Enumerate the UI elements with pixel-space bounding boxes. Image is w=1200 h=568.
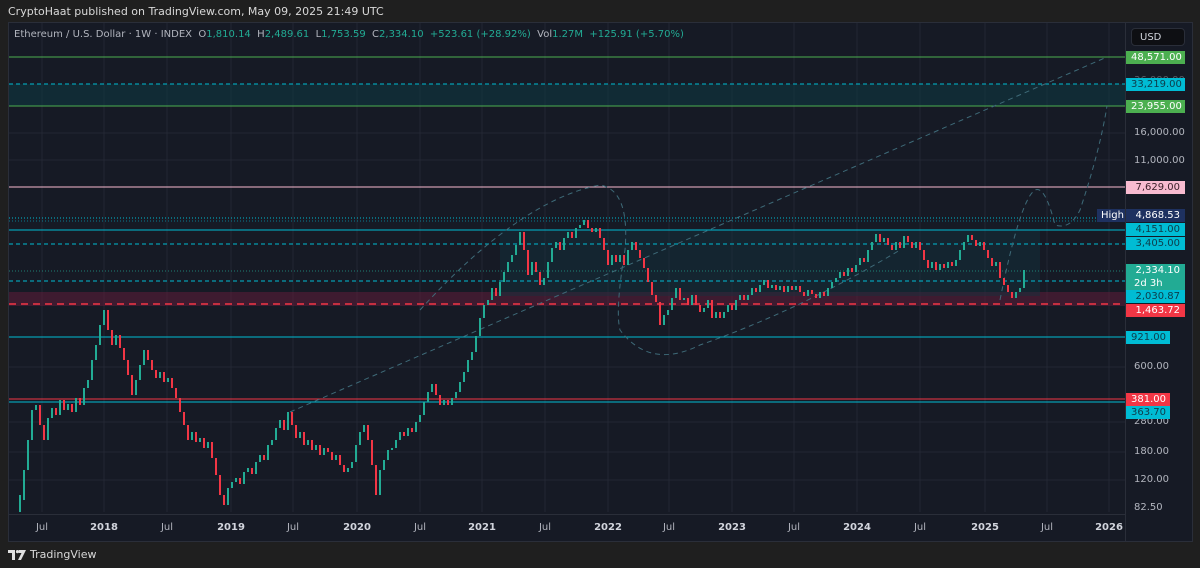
low-value: 1,753.59: [321, 29, 366, 40]
close-value: 2,334.10: [379, 29, 424, 40]
y-axis-label: 280.00: [1134, 416, 1169, 427]
bar-countdown: 2d 3h: [1126, 277, 1185, 290]
price-tag-1463: 1,463.72: [1126, 304, 1185, 317]
publish-line: CryptoHaat published on TradingView.com,…: [8, 5, 384, 18]
y-axis-label: 180.00: [1134, 446, 1169, 457]
price-tag-2030: 2,030.87: [1126, 290, 1185, 303]
time-axis-label: Jul: [413, 522, 427, 533]
ohlc-legend: Ethereum / U.S. Dollar · 1W · INDEX O1,8…: [14, 29, 684, 40]
range-box: [500, 230, 1040, 296]
high-value: 2,489.61: [264, 29, 310, 40]
currency-button[interactable]: USD: [1131, 28, 1185, 46]
y-axis-label: 600.00: [1134, 361, 1169, 372]
time-axis-label: 2023: [718, 522, 746, 533]
time-axis-label: Jul: [662, 522, 676, 533]
time-axis-label: Jul: [160, 522, 174, 533]
time-axis-label: Jul: [286, 522, 300, 533]
volume-change: +125.91 (+5.70%): [589, 29, 684, 40]
brand-name: TradingView: [30, 548, 97, 561]
time-axis-label: Jul: [538, 522, 552, 533]
price-tag-363: 363.70: [1126, 406, 1170, 419]
price-tag-33219: 33,219.00: [1126, 78, 1185, 91]
candles: [19, 220, 1025, 512]
y-axis-label: 11,000.00: [1134, 155, 1185, 166]
time-axis-label: 2021: [468, 522, 496, 533]
time-axis-label: 2018: [90, 522, 118, 533]
target-zone: [9, 84, 1125, 106]
time-axis-label: 2022: [594, 522, 622, 533]
price-tag-381: 381.00: [1126, 393, 1170, 406]
y-axis-label: 82.50: [1134, 502, 1163, 513]
volume-value: 1.27M: [552, 29, 584, 40]
price-tag-23955: 23,955.00: [1126, 100, 1185, 113]
time-axis-label: Jul: [787, 522, 801, 533]
price-tag-921: 921.00: [1126, 331, 1170, 344]
y-axis-label: 120.00: [1134, 474, 1169, 485]
change-value: +523.61 (+28.92%): [429, 29, 531, 40]
projection-drawings: [289, 56, 1108, 413]
current-price-tag: 2,334.10: [1126, 264, 1185, 277]
price-tag-3405: 3,405.00: [1126, 237, 1185, 250]
symbol-title[interactable]: Ethereum / U.S. Dollar · 1W · INDEX: [14, 29, 193, 40]
tradingview-logo-icon: [8, 549, 26, 560]
y-axis-label: 16,000.00: [1134, 127, 1185, 138]
price-tag-4151: 4,151.00: [1126, 223, 1185, 236]
x-axis-border: [9, 514, 1125, 515]
time-axis-label: Jul: [35, 522, 49, 533]
level-lines: [9, 56, 1125, 403]
price-chart[interactable]: [9, 23, 1125, 515]
high-label: High: [1097, 209, 1128, 222]
time-axis-label: 2026: [1095, 522, 1123, 533]
time-axis-label: 2024: [843, 522, 871, 533]
y-axis-border: [1125, 23, 1126, 541]
tradingview-logo: TradingView: [8, 548, 96, 561]
support-zone: [9, 292, 1125, 306]
time-axis-label: 2019: [217, 522, 245, 533]
price-tag-48571: 48,571.00: [1126, 51, 1185, 64]
price-tag-ath-high: 4,868.53: [1126, 209, 1185, 222]
price-tag-7629: 7,629.00: [1126, 181, 1185, 194]
time-axis-label: Jul: [1040, 522, 1054, 533]
open-value: 1,810.14: [206, 29, 251, 40]
time-axis-label: 2020: [343, 522, 371, 533]
chart-frame[interactable]: [8, 22, 1193, 542]
time-axis-label: Jul: [913, 522, 927, 533]
time-axis-label: 2025: [971, 522, 999, 533]
